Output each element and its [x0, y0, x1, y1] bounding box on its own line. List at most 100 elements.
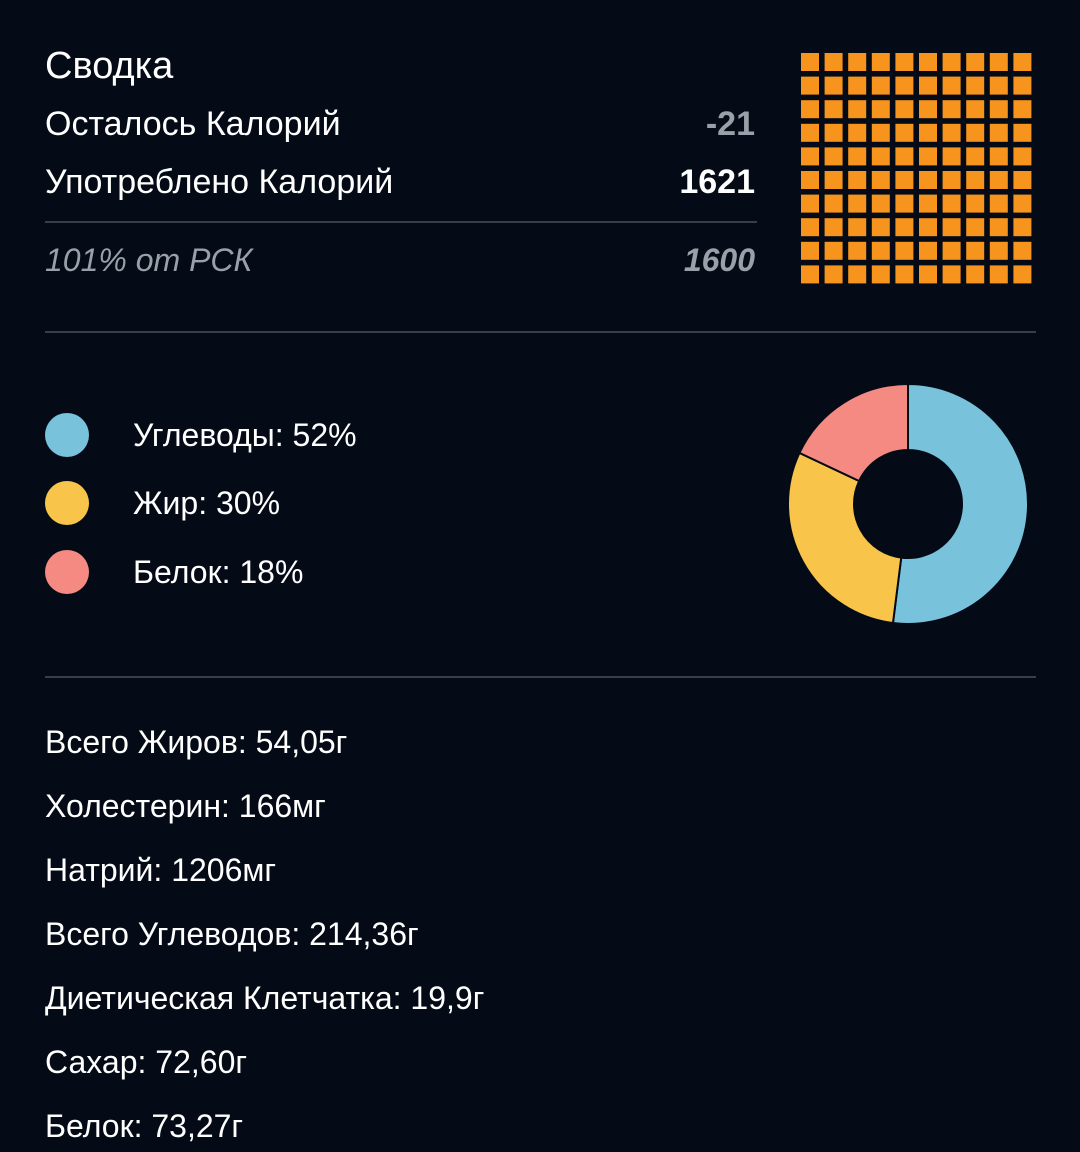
calorie-grid-cell	[966, 76, 985, 95]
calorie-grid-cell	[989, 171, 1008, 189]
calorie-grid-cell	[848, 76, 867, 95]
calorie-grid-cell	[919, 241, 937, 260]
calories-remaining-label: Осталось Калорий	[45, 105, 341, 143]
calorie-grid-cell	[801, 53, 819, 71]
calorie-grid-cell	[824, 100, 843, 119]
calorie-grid-cell	[919, 147, 937, 166]
calorie-grid-cell	[942, 147, 961, 166]
calorie-grid-cell	[801, 218, 819, 237]
calorie-grid-cell	[1013, 241, 1032, 260]
calorie-grid-cell	[895, 218, 914, 237]
calorie-grid-cell	[871, 76, 890, 95]
rdi-percent-label: 101% от РСК	[45, 242, 253, 278]
calorie-grid-cell	[989, 194, 1008, 213]
calorie-grid-cell	[989, 100, 1008, 119]
calorie-grid-cell	[895, 241, 914, 260]
calorie-grid-cell	[966, 218, 985, 237]
calorie-grid-cell	[919, 265, 937, 284]
legend-label-fat: Жир: 30%	[133, 485, 281, 521]
calorie-grid-cell	[871, 147, 890, 166]
calorie-grid-cell	[824, 53, 843, 71]
calorie-grid-cell	[919, 171, 937, 189]
calorie-grid-cell	[989, 147, 1008, 166]
legend-item-fat: Жир: 30%	[45, 481, 280, 525]
calorie-grid-cell	[1013, 194, 1032, 213]
calorie-grid-cell	[801, 147, 819, 166]
calories-consumed-value: 1621	[679, 163, 755, 201]
donut-slice-carbs	[891, 382, 1029, 625]
calorie-grid-cell	[824, 123, 843, 142]
legend-label-carbs: Углеводы: 52%	[133, 417, 357, 453]
calorie-grid-cell	[919, 218, 937, 237]
calorie-grid-cell	[824, 147, 843, 166]
nutrient-dietary-fiber: Диетическая Клетчатка: 19,9г	[45, 980, 485, 1016]
calorie-grid-cell	[871, 123, 890, 142]
calorie-grid-cell	[801, 76, 819, 95]
calorie-grid-cell	[1013, 218, 1032, 237]
calorie-grid-cell	[919, 53, 937, 71]
legend-item-carbs: Углеводы: 52%	[45, 413, 357, 457]
calorie-grid-cell	[895, 123, 914, 142]
calorie-grid-cell	[824, 265, 843, 284]
calorie-grid-cell	[848, 218, 867, 237]
macro-donut-chart	[787, 382, 1029, 625]
calorie-grid-cell	[801, 241, 819, 260]
calorie-grid-cell	[942, 100, 961, 119]
calorie-grid-cell	[824, 218, 843, 237]
calorie-grid-cell	[989, 76, 1008, 95]
calorie-grid-cell	[848, 53, 867, 71]
calorie-grid-cell	[1013, 147, 1032, 166]
section-divider	[45, 331, 1036, 333]
calorie-grid-cell	[871, 194, 890, 213]
calorie-grid-cell	[989, 265, 1008, 284]
calorie-grid-cell	[895, 171, 914, 189]
calorie-grid-cell	[1013, 100, 1032, 119]
calorie-grid-cell	[824, 194, 843, 213]
calorie-grid-cell	[942, 265, 961, 284]
calorie-grid-cell	[942, 218, 961, 237]
calories-remaining-value: -21	[705, 105, 755, 143]
calorie-grid-cell	[801, 100, 819, 119]
calorie-grid-cell	[848, 265, 867, 284]
calorie-grid-cell	[942, 241, 961, 260]
calorie-grid-cell	[942, 194, 961, 213]
calorie-grid-cell	[919, 76, 937, 95]
calorie-grid-cell	[966, 100, 985, 119]
calorie-grid-cell	[895, 76, 914, 95]
calorie-grid-cell	[1013, 123, 1032, 142]
protein-color-dot	[45, 550, 89, 594]
carbs-color-dot	[45, 413, 89, 457]
calorie-grid-cell	[1013, 53, 1032, 71]
calorie-grid-cell	[824, 171, 843, 189]
section-divider	[45, 676, 1036, 678]
calorie-grid-cell	[942, 53, 961, 71]
calorie-grid-cell	[848, 147, 867, 166]
calorie-grid-cell	[942, 76, 961, 95]
calorie-grid-cell	[848, 100, 867, 119]
calorie-grid-cell	[848, 123, 867, 142]
summary-title: Сводка	[45, 45, 174, 87]
summary-divider	[45, 221, 757, 223]
legend-item-protein: Белок: 18%	[45, 550, 303, 594]
calories-consumed-label: Употреблено Калорий	[45, 163, 394, 201]
calorie-grid-cell	[848, 241, 867, 260]
calorie-grid-cell	[966, 123, 985, 142]
calorie-grid-cell	[966, 194, 985, 213]
legend-label-protein: Белок: 18%	[133, 554, 304, 590]
calorie-grid-cell	[871, 265, 890, 284]
calorie-grid-cell	[989, 53, 1008, 71]
calorie-grid-cell	[895, 147, 914, 166]
calorie-grid-cell	[966, 53, 985, 71]
calorie-grid-cell	[966, 265, 985, 284]
calorie-progress-grid	[801, 53, 1032, 284]
calorie-grid-cell	[1013, 76, 1032, 95]
calorie-grid-cell	[871, 171, 890, 189]
calorie-grid-cell	[919, 100, 937, 119]
calorie-grid-cell	[824, 76, 843, 95]
calorie-grid-cell	[871, 53, 890, 71]
calorie-grid-cell	[919, 123, 937, 142]
nutrient-sodium: Натрий: 1206мг	[45, 852, 277, 888]
nutrient-cholesterol: Холестерин: 166мг	[45, 788, 326, 824]
rdi-calorie-goal: 1600	[683, 242, 755, 278]
calorie-grid-cell	[871, 100, 890, 119]
